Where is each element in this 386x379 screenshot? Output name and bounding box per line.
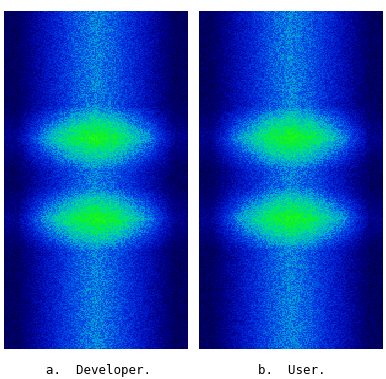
Text: b.  User.: b. User. [258,364,325,377]
Text: a.  Developer.: a. Developer. [46,364,151,377]
